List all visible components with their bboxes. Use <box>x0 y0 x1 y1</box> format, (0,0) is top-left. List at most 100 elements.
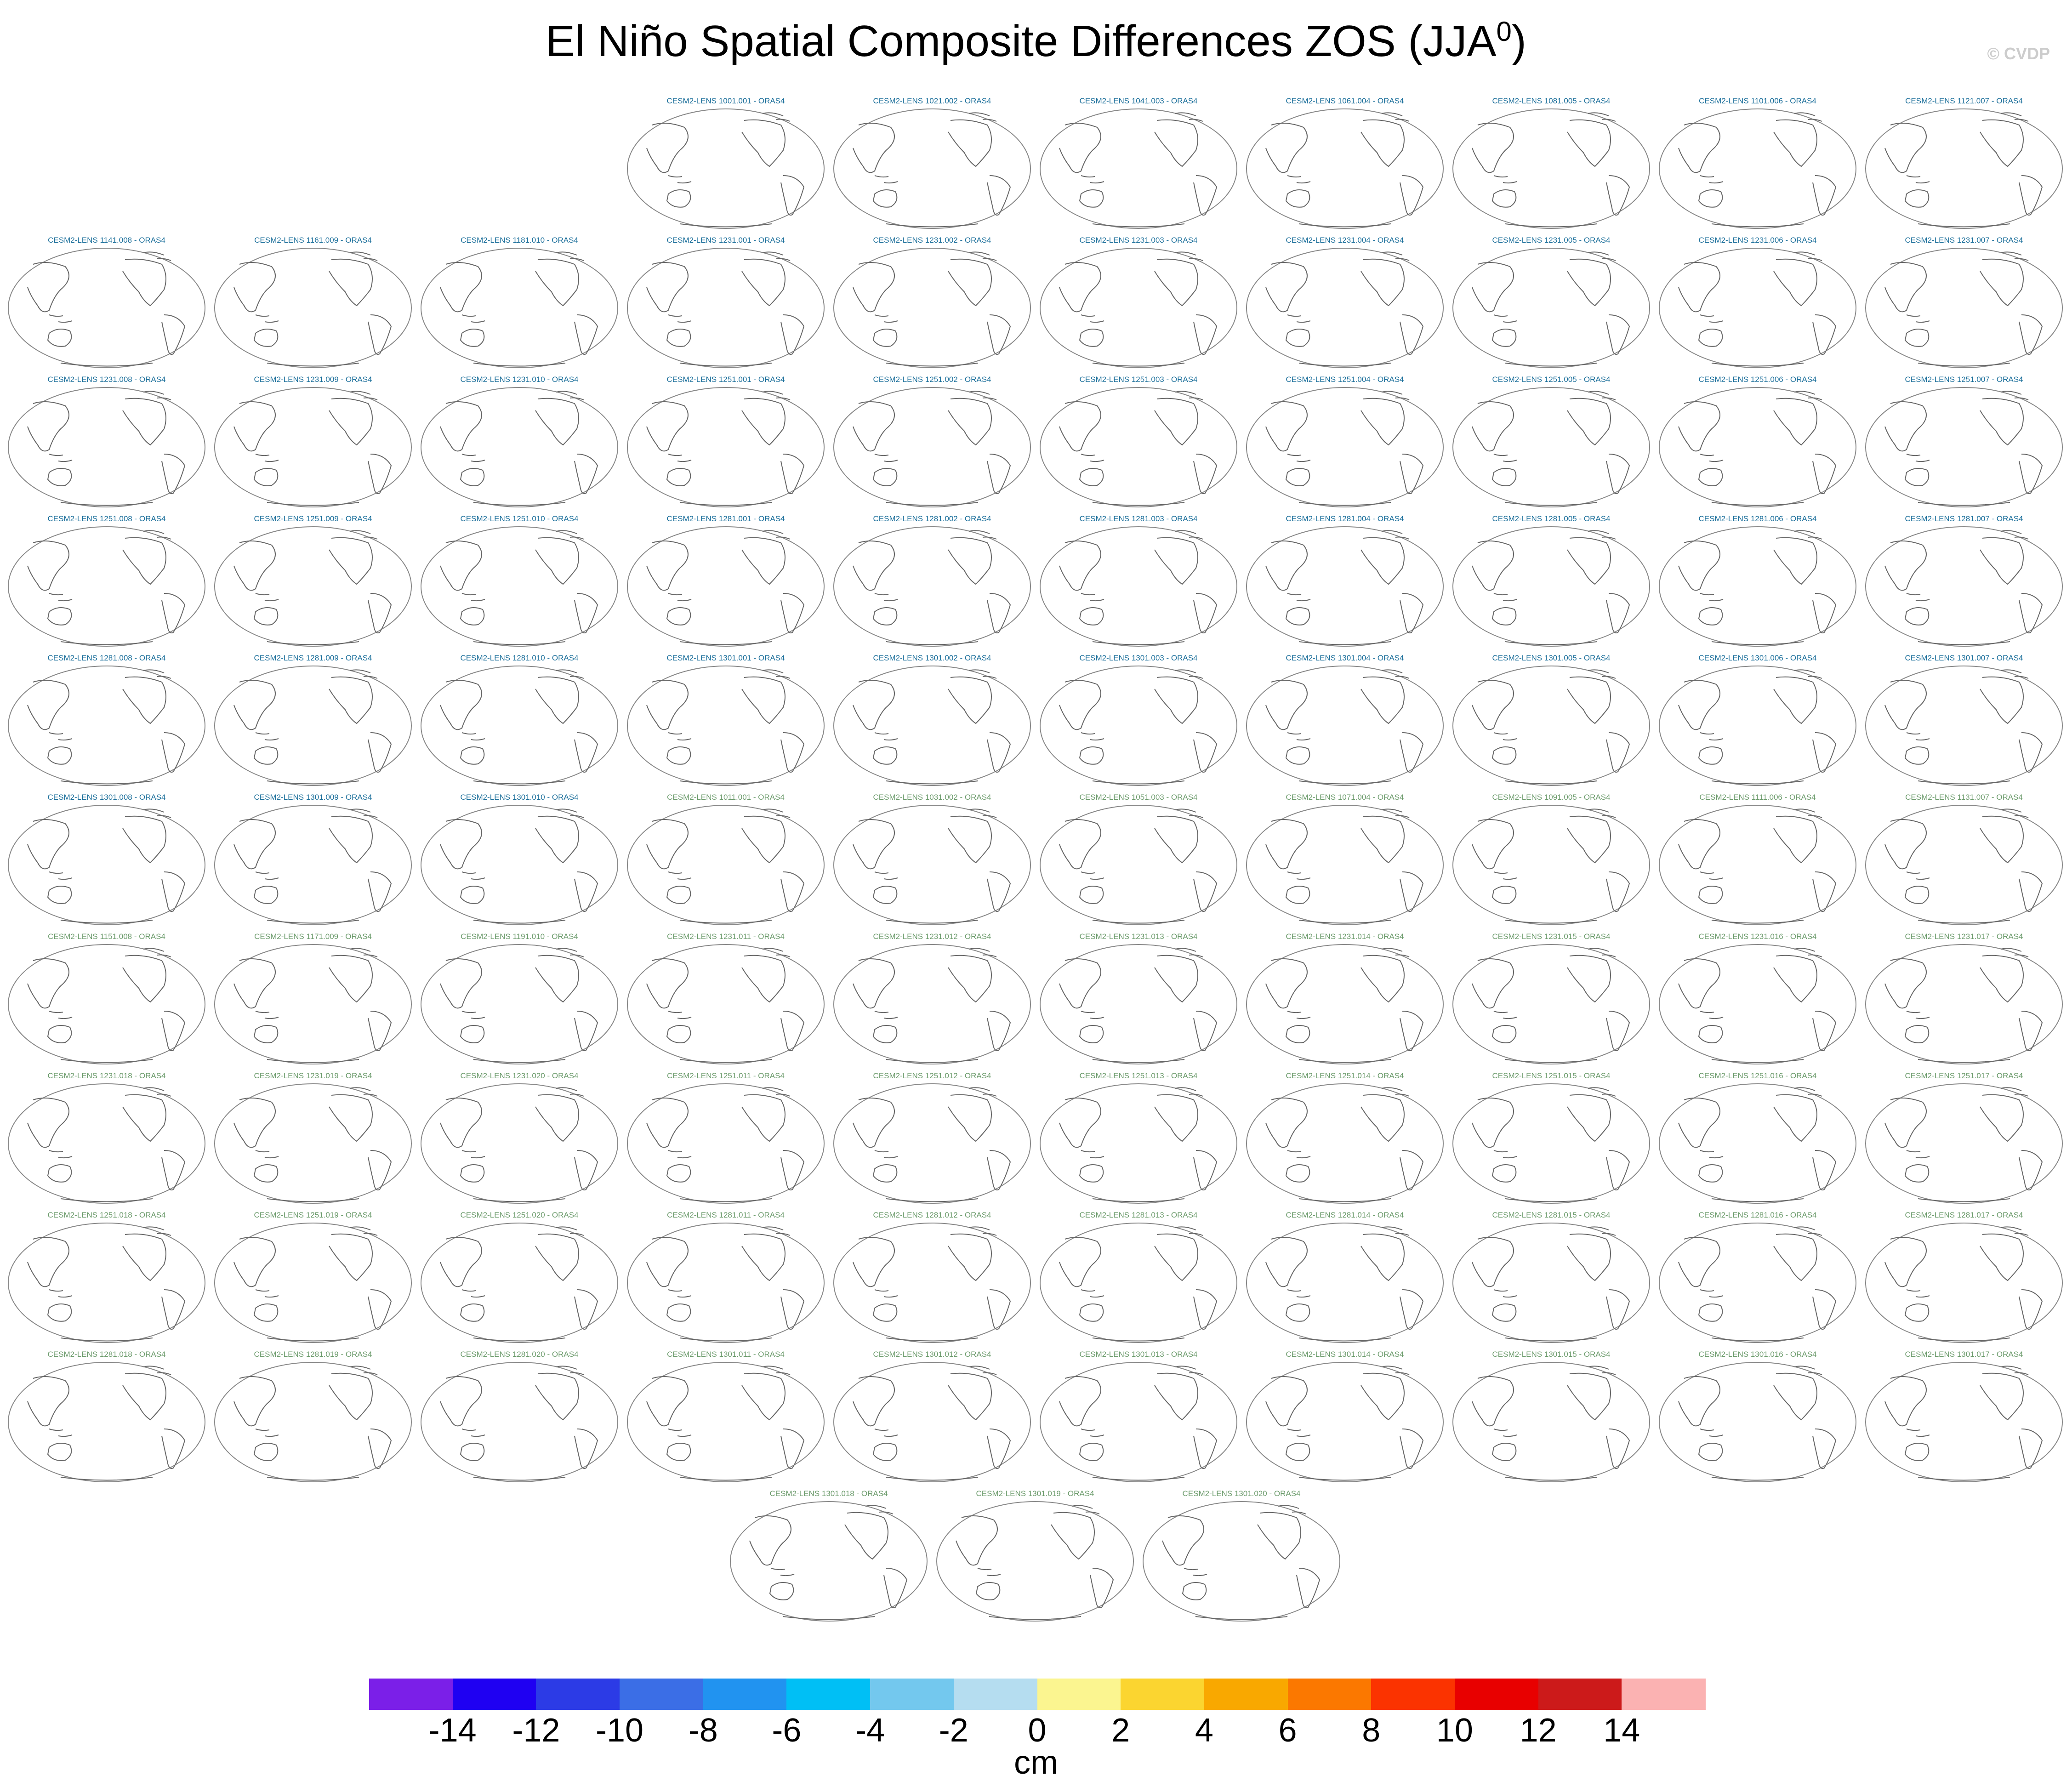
map-border <box>1246 944 1444 1064</box>
coastline-0 <box>646 123 689 173</box>
coastline-2 <box>872 1443 898 1461</box>
coastline-1 <box>255 1428 279 1437</box>
map-panel: CESM2-LENS 1061.004 - ORAS4 <box>1244 97 1446 230</box>
coastline-3 <box>741 537 786 585</box>
globe-map <box>421 1362 618 1482</box>
coastline-3 <box>1567 258 1611 307</box>
map-panel: CESM2-LENS 1231.015 - ORAS4 <box>1450 932 1652 1065</box>
coastline-2 <box>253 746 279 765</box>
map-panel: CESM2-LENS 1301.017 - ORAS4 <box>1863 1350 2065 1483</box>
map-border <box>833 1362 1031 1482</box>
coastline-4 <box>1175 112 1203 122</box>
coastline-3 <box>1980 815 2024 864</box>
panel-title: CESM2-LENS 1281.015 - ORAS4 <box>1492 1211 1611 1219</box>
globe-map <box>1659 944 1856 1064</box>
coastline-6 <box>267 1337 359 1342</box>
coastline-4 <box>762 1087 791 1097</box>
coastline-3 <box>1360 676 1405 724</box>
coastline-1 <box>668 454 692 462</box>
coastline-5 <box>1400 593 1424 633</box>
map-border <box>1659 526 1856 647</box>
coastline-0 <box>1884 262 1927 313</box>
panel-title: CESM2-LENS 1301.013 - ORAS4 <box>1079 1350 1198 1359</box>
map-panel: CESM2-LENS 1251.017 - ORAS4 <box>1863 1071 2065 1205</box>
panel-title: CESM2-LENS 1281.005 - ORAS4 <box>1492 514 1611 523</box>
coastline-1 <box>461 732 485 741</box>
colorbar-tick-label: -6 <box>772 1712 802 1749</box>
map-panel: CESM2-LENS 1171.009 - ORAS4 <box>212 932 414 1065</box>
coastline-2 <box>253 607 279 626</box>
coastline-6 <box>886 920 979 924</box>
coastline-2 <box>253 1025 279 1043</box>
coastline-5 <box>987 1011 1011 1051</box>
panel-title: CESM2-LENS 1301.019 - ORAS4 <box>976 1489 1094 1498</box>
coastline-5 <box>368 1150 392 1190</box>
globe-map <box>1246 1083 1444 1204</box>
coastline-3 <box>122 815 166 864</box>
globe-map <box>1865 805 2063 925</box>
coastline-6 <box>886 1059 979 1063</box>
coastline-2 <box>1285 189 1310 208</box>
coastline-6 <box>1505 502 1598 506</box>
map-border <box>1659 666 1856 786</box>
coastline-0 <box>1884 1376 1927 1427</box>
coastline-5 <box>1193 314 1218 355</box>
coastline-1 <box>977 1568 1001 1576</box>
coastline-0 <box>1678 958 1720 1009</box>
map-panel: CESM2-LENS 1231.003 - ORAS4 <box>1037 236 1240 369</box>
coastline-5 <box>368 1428 392 1469</box>
panel-title: CESM2-LENS 1231.019 - ORAS4 <box>254 1071 372 1080</box>
coastline-5 <box>987 593 1011 633</box>
coastline-5 <box>368 593 392 633</box>
panel-title: CESM2-LENS 1281.020 - ORAS4 <box>460 1350 579 1359</box>
panel-title: CESM2-LENS 1141.008 - ORAS4 <box>48 236 165 245</box>
coastline-5 <box>368 732 392 773</box>
coastline-1 <box>255 871 279 880</box>
colorbar-tick-label: 12 <box>1520 1712 1557 1749</box>
coastline-3 <box>741 119 786 167</box>
globe-map <box>8 1083 205 1204</box>
coastline-4 <box>968 391 997 400</box>
coastline-5 <box>2019 593 2043 633</box>
coastline-3 <box>948 955 992 1003</box>
panel-title: CESM2-LENS 1071.004 - ORAS4 <box>1286 793 1404 802</box>
coastline-5 <box>2019 175 2043 216</box>
panel-title: CESM2-LENS 1231.003 - ORAS4 <box>1079 236 1198 245</box>
panel-title: CESM2-LENS 1031.002 - ORAS4 <box>873 793 991 802</box>
coastline-1 <box>461 1011 485 1019</box>
coastline-6 <box>1505 1059 1598 1063</box>
map-panel: CESM2-LENS 1301.008 - ORAS4 <box>6 793 208 926</box>
globe-map <box>8 526 205 647</box>
globe-map <box>421 805 618 925</box>
map-border <box>1452 666 1650 786</box>
map-border <box>8 805 205 925</box>
map-panel: CESM2-LENS 1301.007 - ORAS4 <box>1863 654 2065 787</box>
coastline-5 <box>368 1289 392 1330</box>
coastline-3 <box>1567 119 1611 167</box>
coastline-3 <box>741 815 786 864</box>
coastline-1 <box>1287 454 1311 462</box>
coastline-4 <box>762 391 791 400</box>
coastline-4 <box>1794 1226 1822 1236</box>
coastline-3 <box>1773 258 1817 307</box>
coastline-2 <box>1904 468 1930 486</box>
coastline-1 <box>668 1289 692 1298</box>
coastline-2 <box>1904 1443 1930 1461</box>
globe-map <box>1246 387 1444 507</box>
map-border <box>1246 526 1444 647</box>
panel-title: CESM2-LENS 1111.006 - ORAS4 <box>1699 793 1816 802</box>
coastline-0 <box>440 541 482 591</box>
coastline-1 <box>771 1568 795 1576</box>
map-border <box>627 1223 825 1343</box>
coastline-5 <box>574 454 598 494</box>
map-panel: CESM2-LENS 1231.010 - ORAS4 <box>418 375 620 508</box>
map-border <box>214 805 412 925</box>
colorbar-tick-label: 0 <box>1028 1712 1047 1749</box>
coastline-1 <box>1906 1011 1930 1019</box>
map-panel: CESM2-LENS 1031.002 - ORAS4 <box>831 793 1033 926</box>
coastline-5 <box>1193 1428 1218 1469</box>
coastline-6 <box>1298 502 1391 506</box>
coastline-6 <box>267 1477 359 1481</box>
map-border <box>1865 805 2063 925</box>
globe-map <box>1865 666 2063 786</box>
